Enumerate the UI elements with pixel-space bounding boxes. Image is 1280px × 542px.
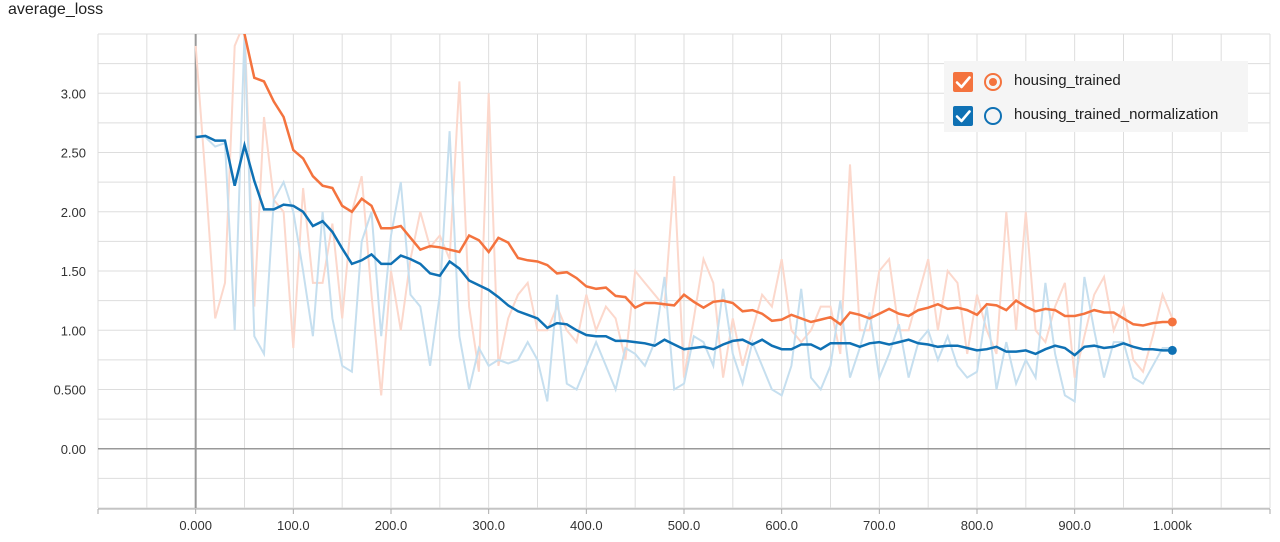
series-end-markers [1167,317,1177,355]
y-tick-label: 2.50 [61,146,86,161]
x-tick-label: 500.0 [668,518,701,533]
raw-line-housing_trained [194,34,1174,396]
x-tick-label: 400.0 [570,518,603,533]
raw-line-housing_trained_normalization [195,34,1173,404]
y-tick-label: 0.00 [61,442,86,457]
legend-item-housing-trained-normalization[interactable]: housing_trained_normalization [944,99,1248,131]
end-dot-housing_trained [1167,317,1177,327]
legend-label-housing-trained-normalization: housing_trained_normalization [1014,106,1219,123]
y-tick-label: 3.00 [61,86,86,101]
legend-label-housing-trained: housing_trained [1014,72,1121,89]
x-tick-label: 1.000k [1153,518,1193,533]
y-tick-label: 1.00 [61,323,86,338]
checkmark-icon [955,76,971,89]
x-tick-label: 0.000 [179,518,212,533]
smoothed-line-housing_trained [242,34,1173,327]
raw-series-lines [194,34,1174,404]
x-tick-label: 300.0 [472,518,505,533]
series-swatch-icon [984,73,1002,91]
series-swatch-icon [984,107,1002,125]
checkmark-icon [955,110,971,123]
axes [97,34,1271,514]
y-tick-label: 2.00 [61,205,86,220]
legend-checkbox-housing-trained[interactable] [953,72,973,92]
x-tick-label: 800.0 [961,518,994,533]
x-tick-label: 100.0 [277,518,310,533]
x-tick-label: 700.0 [863,518,896,533]
y-tick-label: 1.50 [61,264,86,279]
end-dot-housing_trained_normalization [1167,345,1177,355]
y-tick-label: 0.500 [53,383,86,398]
tick-labels: 0.000 100.0 200.0 300.0 400.0 500.0 600.0 700.0… [53,86,1192,533]
smoothed-line-housing_trained_normalization [195,134,1173,357]
smoothed-series-lines [195,34,1173,357]
x-tick-label: 900.0 [1058,518,1091,533]
x-tick-label: 600.0 [765,518,798,533]
legend-item-housing-trained[interactable]: housing_trained [944,65,1248,97]
legend: housing_trained housing_trained_normaliz… [944,61,1248,132]
chart-title: average_loss [8,1,104,18]
x-tick-label: 200.0 [375,518,408,533]
legend-checkbox-housing-trained-normalization[interactable] [953,106,973,126]
